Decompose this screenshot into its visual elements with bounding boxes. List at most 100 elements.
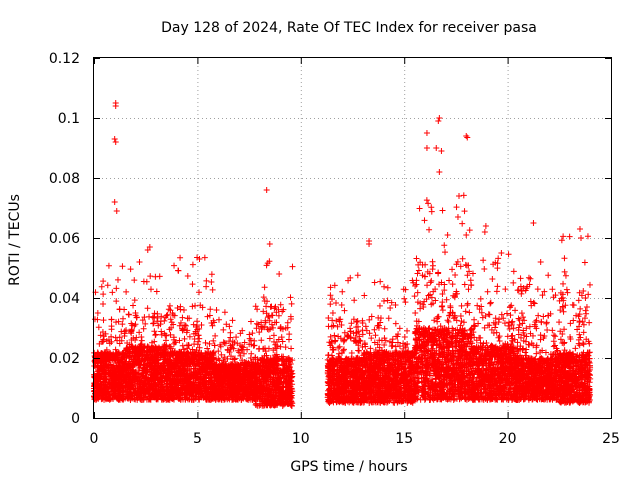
data-point — [189, 261, 196, 268]
data-point — [138, 337, 145, 344]
data-point — [152, 332, 159, 339]
data-point — [261, 284, 268, 291]
data-point — [221, 309, 228, 316]
data-point — [106, 391, 113, 398]
data-point — [104, 395, 111, 402]
data-point — [282, 344, 289, 351]
data-point — [106, 391, 113, 398]
data-point — [201, 254, 208, 261]
data-point — [189, 281, 196, 288]
data-point — [108, 338, 115, 345]
data-point — [144, 305, 151, 312]
data-point — [113, 285, 120, 292]
data-point — [120, 315, 127, 322]
data-point — [208, 279, 215, 286]
data-point — [246, 331, 253, 338]
data-point — [220, 326, 227, 333]
data-point — [177, 303, 184, 310]
data-point — [276, 270, 283, 277]
data-point — [156, 273, 163, 280]
data-point — [270, 332, 277, 339]
data-point — [108, 323, 115, 330]
data-point — [371, 279, 378, 286]
data-point — [140, 325, 147, 332]
data-point — [272, 303, 279, 310]
data-point — [179, 314, 186, 321]
data-point — [177, 254, 184, 261]
data-point — [94, 316, 101, 323]
data-point — [111, 370, 118, 377]
data-point — [166, 302, 173, 309]
data-point — [196, 289, 203, 296]
data-point — [112, 334, 119, 341]
data-point — [94, 377, 101, 384]
data-point — [247, 318, 254, 325]
data-point — [95, 324, 102, 331]
data-point — [107, 362, 114, 369]
data-point — [101, 350, 108, 357]
data-point — [213, 307, 220, 314]
data-point — [114, 395, 121, 402]
data-point — [100, 278, 107, 285]
data-point — [117, 396, 124, 403]
data-point — [118, 328, 125, 335]
data-point — [209, 286, 216, 293]
data-point — [286, 331, 293, 338]
data-point — [100, 317, 107, 324]
data-point — [98, 396, 105, 403]
data-point — [211, 342, 218, 349]
data-point — [115, 318, 122, 325]
data-point — [229, 317, 236, 324]
data-point — [171, 262, 178, 269]
data-point — [131, 297, 138, 304]
data-point — [335, 350, 342, 357]
data-point — [109, 289, 116, 296]
data-point — [180, 307, 187, 314]
data-point — [333, 300, 340, 307]
data-point — [189, 303, 196, 310]
data-point — [325, 351, 332, 358]
data-point — [203, 277, 210, 284]
data-point — [227, 329, 234, 336]
data-point — [106, 357, 113, 364]
data-point — [263, 303, 270, 310]
data-point — [233, 334, 240, 341]
data-point — [98, 283, 105, 290]
data-point — [97, 332, 104, 339]
data-point — [354, 272, 361, 279]
data-point — [118, 355, 125, 362]
data-point — [91, 374, 98, 381]
data-point — [258, 337, 265, 344]
data-point — [109, 373, 116, 380]
data-point — [207, 306, 214, 313]
data-point — [114, 276, 121, 283]
data-point — [100, 359, 107, 366]
chart-title: Day 128 of 2024, Rate Of TEC Index for r… — [161, 20, 537, 36]
data-point — [102, 373, 109, 380]
data-point — [103, 377, 110, 384]
data-point — [112, 346, 119, 353]
data-point — [251, 342, 258, 349]
data-point — [113, 319, 120, 326]
data-point — [100, 392, 107, 399]
data-point — [119, 263, 126, 270]
data-point — [152, 331, 159, 338]
data-point — [341, 307, 348, 314]
data-point — [112, 388, 119, 395]
data-point — [266, 335, 273, 342]
data-point — [123, 288, 130, 295]
data-point — [95, 350, 102, 357]
data-point — [215, 316, 222, 323]
data-point — [106, 380, 113, 387]
data-point — [96, 390, 103, 397]
data-point — [202, 339, 209, 346]
data-point — [102, 353, 109, 360]
data-point — [401, 295, 408, 302]
data-point — [143, 278, 150, 285]
data-point — [175, 267, 182, 274]
data-point — [132, 321, 139, 328]
data-point — [252, 401, 259, 408]
data-point — [100, 338, 107, 345]
data-point — [127, 266, 134, 273]
